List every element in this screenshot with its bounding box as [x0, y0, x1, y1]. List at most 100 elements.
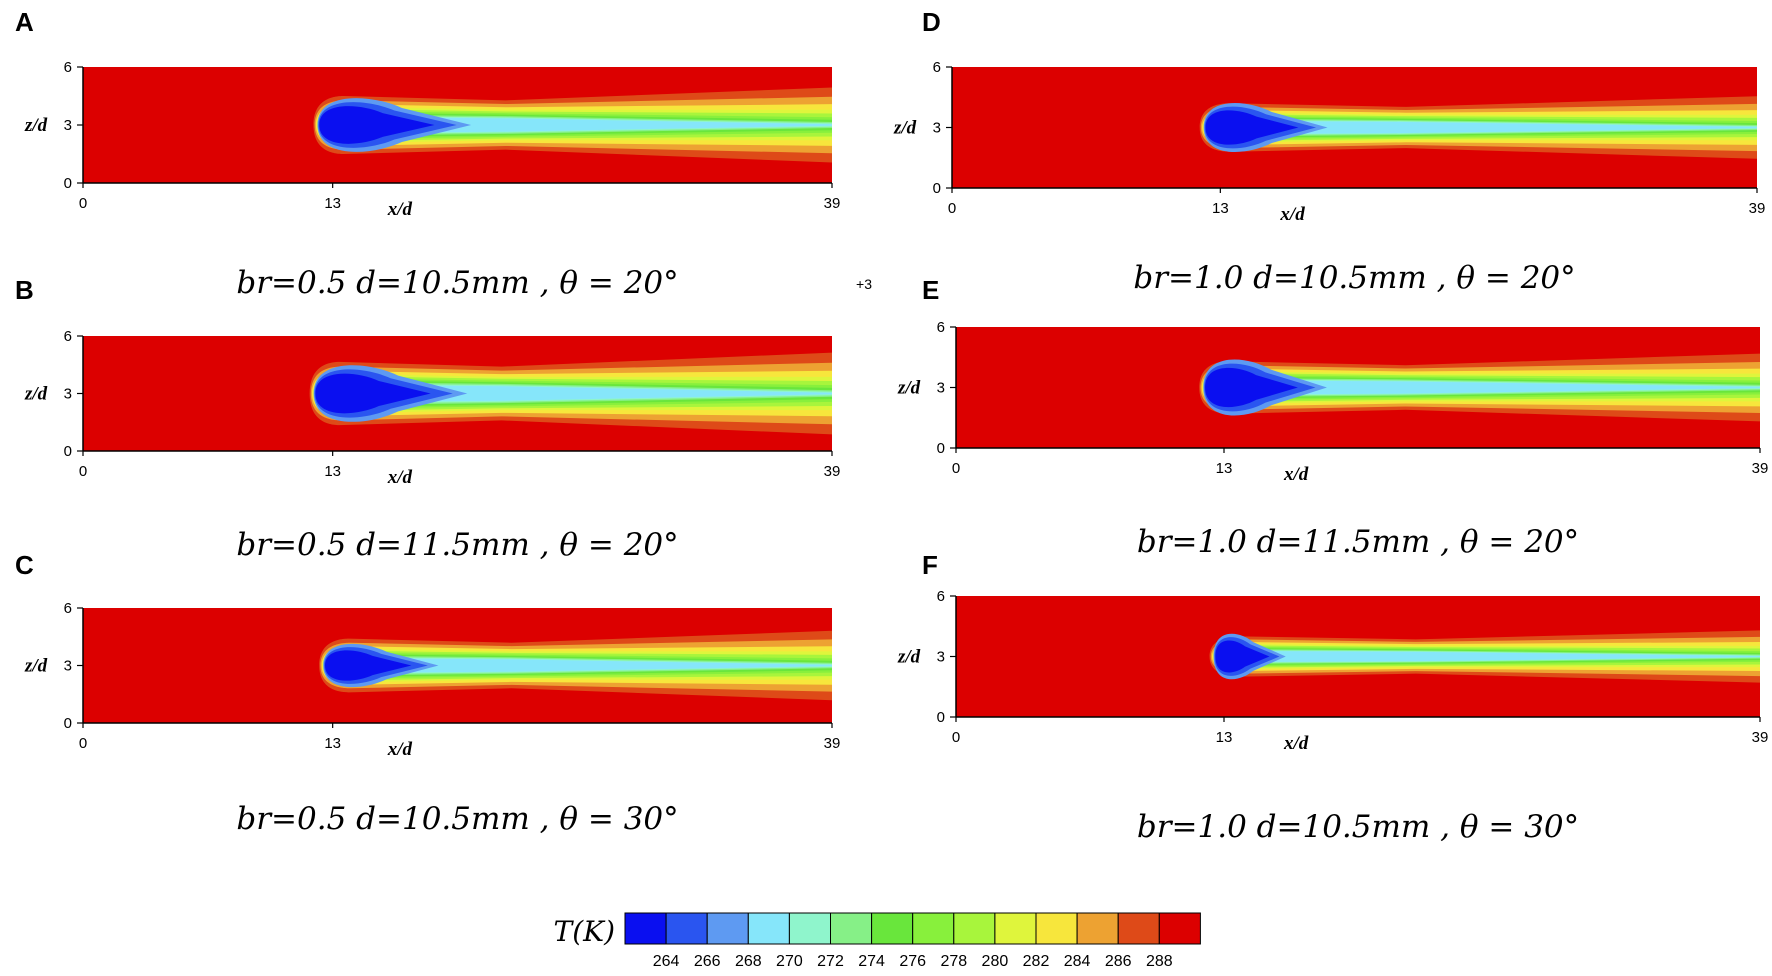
y-axis-label: z/d [24, 656, 48, 677]
colorbar-swatch [953, 912, 996, 945]
contour-field [952, 67, 1757, 188]
cold-core-band [1205, 367, 1298, 408]
x-tick-label: 39 [1752, 460, 1769, 477]
y-tick-label: 3 [64, 658, 72, 675]
y-tick-label: 0 [937, 709, 945, 726]
x-tick-label: 0 [79, 463, 87, 480]
colorbar-tick-label: 266 [694, 953, 721, 970]
colorbar-tick-label: 268 [735, 953, 762, 970]
colorbar-swatch [788, 912, 832, 945]
y-tick-label: 0 [933, 180, 941, 197]
panel-letter: E [922, 275, 939, 305]
y-axis-label: z/d [24, 384, 48, 405]
colorbar-tick-label: 286 [1105, 953, 1132, 970]
y-axis-label: z/d [893, 118, 917, 139]
x-axis-label: x/d [387, 199, 413, 220]
y-tick-label: 0 [64, 715, 72, 732]
colorbar-title: T(K) [554, 915, 615, 948]
panel-caption: br=0.5 d=10.5mm , θ = 30° [236, 801, 678, 837]
colorbar-tick-label: 284 [1064, 953, 1091, 970]
colorbar-tick-label: 276 [899, 953, 926, 970]
panel-letter: D [922, 7, 941, 37]
cold-core-band [315, 373, 431, 414]
y-axis-label: z/d [897, 647, 921, 668]
x-tick-label: 13 [324, 195, 341, 212]
stray-annotation: +3 [856, 276, 872, 292]
colorbar-swatch [1035, 912, 1078, 945]
y-tick-label: 6 [64, 328, 72, 345]
y-tick-label: 3 [937, 380, 945, 397]
x-tick-label: 39 [824, 463, 841, 480]
contour-field [956, 327, 1760, 448]
x-tick-label: 13 [1212, 200, 1229, 217]
colorbar-tick-label: 270 [776, 953, 803, 970]
colorbar: 264 266 268 270 272 274 276 278 280 282 284 286 288 T… [554, 912, 1201, 970]
colorbar-swatch [871, 912, 914, 945]
contour-field [83, 336, 832, 451]
y-axis-label: z/d [897, 378, 921, 399]
panel-caption: br=1.0 d=10.5mm , θ = 20° [1133, 260, 1575, 296]
y-tick-label: 6 [64, 600, 72, 617]
colorbar-swatch [912, 912, 955, 945]
cold-core-band [319, 106, 435, 144]
y-tick-label: 3 [64, 117, 72, 134]
y-tick-label: 6 [64, 59, 72, 76]
cold-core-band [1215, 640, 1270, 673]
colorbar-swatch [830, 912, 873, 945]
colorbar-swatch [665, 912, 708, 945]
y-tick-label: 0 [64, 443, 72, 460]
panel-c: C 0 3 6 0 13 39 z/d x/d br=0.5 d=10.5mm , θ = 30° [15, 550, 840, 837]
contour-band [1210, 120, 1757, 135]
contour-field [83, 608, 832, 723]
panel-letter: B [15, 275, 34, 305]
colorbar-tick-label: 272 [817, 953, 844, 970]
panel-caption: br=1.0 d=10.5mm , θ = 30° [1137, 809, 1579, 845]
cold-core-band [325, 650, 412, 681]
x-tick-label: 0 [948, 200, 956, 217]
colorbar-tick-label: 274 [858, 953, 885, 970]
panel-b: B 0 3 6 0 13 39 z/d x/d br=0.5 d=11.5mm , θ = 20° [15, 275, 840, 563]
x-tick-label: 39 [824, 735, 841, 752]
panel-caption: br=0.5 d=11.5mm , θ = 20° [236, 527, 678, 563]
y-tick-label: 3 [933, 120, 941, 137]
colorbar-swatch [1158, 912, 1201, 945]
panel-letter: F [922, 550, 938, 580]
y-tick-label: 6 [933, 59, 941, 76]
x-tick-label: 13 [1216, 460, 1233, 477]
colorbar-tick-label: 264 [653, 953, 680, 970]
x-tick-label: 39 [824, 195, 841, 212]
y-tick-label: 0 [937, 440, 945, 457]
panel-letter: A [15, 7, 34, 37]
colorbar-swatch [994, 912, 1037, 945]
panel-caption: br=1.0 d=11.5mm , θ = 20° [1137, 524, 1579, 560]
panels-group: A 0 3 6 0 13 39 z/d x/d br=0.5 d=10.5mm , θ = 20°… [15, 7, 1768, 845]
x-tick-label: 13 [1216, 729, 1233, 746]
contour-field [83, 67, 832, 183]
cold-core-band [1205, 110, 1299, 145]
y-tick-label: 6 [937, 588, 945, 605]
x-axis-label: x/d [387, 739, 413, 760]
y-tick-label: 3 [64, 386, 72, 403]
panel-letter: C [15, 550, 34, 580]
x-tick-label: 0 [952, 460, 960, 477]
colorbar-swatch [706, 912, 749, 945]
colorbar-tick-label: 282 [1023, 953, 1050, 970]
panel-e: E 0 3 6 0 13 39 z/d x/d br=1.0 d=11.5mm , θ = 20° [897, 275, 1768, 560]
panel-d: D 0 3 6 0 13 39 z/d x/d br=1.0 d=10.5mm , θ = 20° [893, 7, 1765, 296]
colorbar-tick-label: 280 [982, 953, 1009, 970]
y-tick-label: 0 [64, 175, 72, 192]
contour-field [956, 596, 1760, 717]
contour-band [1220, 651, 1760, 662]
x-tick-label: 13 [324, 463, 341, 480]
x-tick-label: 0 [79, 735, 87, 752]
y-tick-label: 3 [937, 649, 945, 666]
x-axis-label: x/d [387, 467, 413, 488]
y-axis-label: z/d [24, 115, 48, 136]
panel-caption: br=0.5 d=10.5mm , θ = 20° [236, 265, 678, 301]
colorbar-swatch [747, 912, 790, 945]
panel-a: A 0 3 6 0 13 39 z/d x/d br=0.5 d=10.5mm , θ = 20° [15, 7, 840, 301]
contour-band [1210, 380, 1760, 395]
x-tick-label: 39 [1752, 729, 1769, 746]
x-tick-label: 0 [952, 729, 960, 746]
